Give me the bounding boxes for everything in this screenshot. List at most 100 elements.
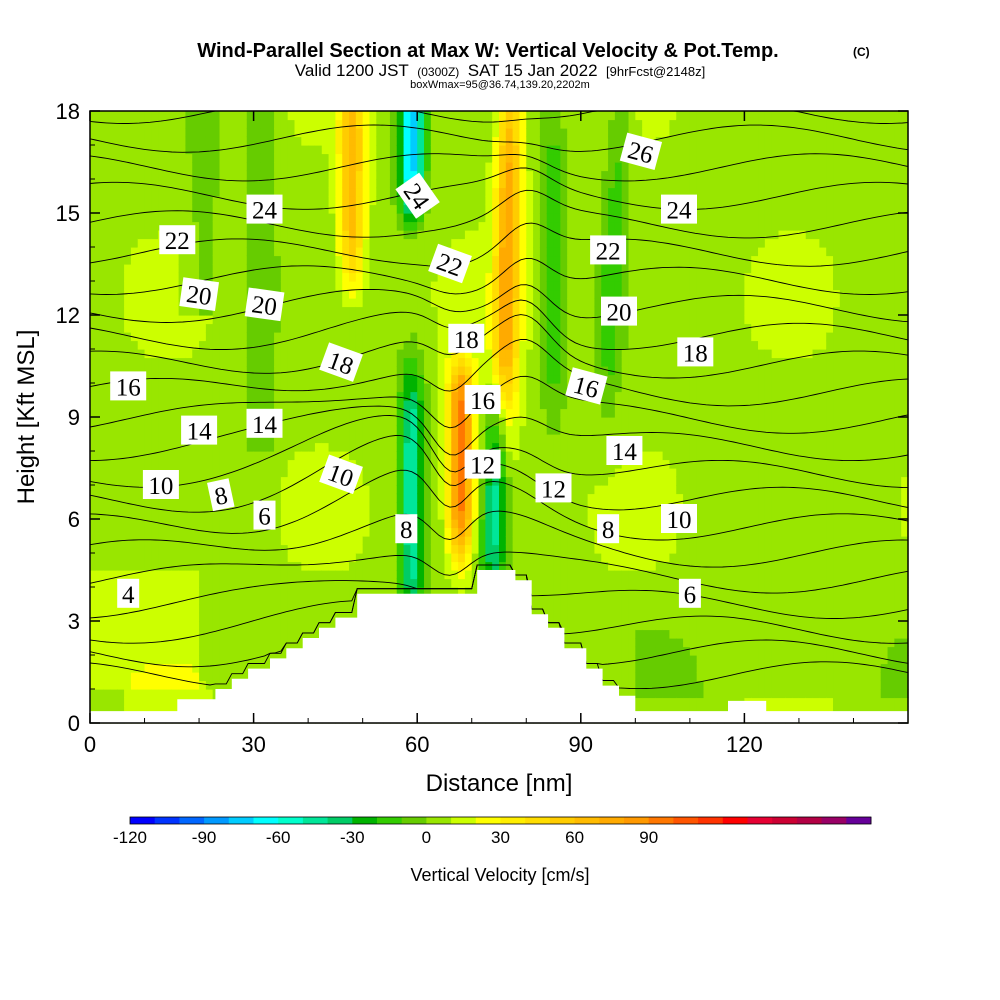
heatmap-cell	[403, 213, 411, 223]
heatmap-cell	[451, 196, 459, 206]
heatmap-cell	[526, 349, 534, 359]
heatmap-cell	[526, 128, 534, 138]
heatmap-cell	[437, 204, 446, 214]
heatmap-cell	[199, 510, 207, 520]
heatmap-cell	[267, 544, 275, 554]
heatmap-cell	[124, 306, 132, 316]
heatmap-cell	[246, 221, 255, 231]
heatmap-cell	[424, 519, 432, 529]
heatmap-cell	[199, 374, 207, 384]
heatmap-cell	[403, 289, 411, 299]
heatmap-cell	[430, 306, 439, 316]
heatmap-cell	[280, 646, 289, 656]
heatmap-cell	[546, 442, 555, 452]
heatmap-cell	[205, 221, 214, 231]
heatmap-cell	[178, 578, 187, 588]
heatmap-cell	[253, 468, 262, 478]
heatmap-cell	[519, 153, 527, 163]
heatmap-cell	[117, 255, 125, 265]
heatmap-cell	[158, 442, 166, 452]
heatmap-cell	[464, 111, 473, 121]
heatmap-cell	[369, 179, 377, 189]
heatmap-cell	[430, 459, 439, 469]
heatmap-cell	[239, 315, 248, 325]
heatmap-cell	[383, 170, 391, 180]
heatmap-cell	[151, 672, 159, 682]
heatmap-cell	[546, 128, 555, 138]
heatmap-cell	[492, 119, 500, 129]
heatmap-cell	[478, 136, 486, 146]
heatmap-cell	[526, 544, 534, 554]
heatmap-cell	[233, 510, 241, 520]
heatmap-cell	[192, 111, 200, 121]
heatmap-cell	[205, 383, 214, 393]
heatmap-cell	[274, 459, 282, 469]
heatmap-cell	[328, 289, 336, 299]
heatmap-cell	[464, 485, 473, 495]
heatmap-cell	[355, 306, 364, 316]
heatmap-cell	[287, 519, 296, 529]
heatmap-cell	[96, 680, 105, 690]
heatmap-cell	[308, 468, 316, 478]
heatmap-cell	[137, 128, 146, 138]
heatmap-cell	[321, 332, 330, 342]
heatmap-cell	[96, 425, 105, 435]
heatmap-cell	[410, 323, 418, 333]
heatmap-cell	[239, 119, 248, 129]
heatmap-cell	[464, 349, 473, 359]
heatmap-cell	[103, 230, 112, 240]
heatmap-cell	[233, 315, 241, 325]
heatmap-cell	[294, 383, 302, 393]
heatmap-cell	[287, 340, 296, 350]
heatmap-cell	[505, 408, 514, 418]
heatmap-cell	[321, 383, 330, 393]
heatmap-cell	[158, 655, 166, 665]
heatmap-cell	[301, 502, 309, 512]
heatmap-cell	[376, 527, 384, 537]
heatmap-cell	[253, 663, 262, 673]
heatmap-cell	[410, 485, 418, 495]
heatmap-cell	[124, 221, 132, 231]
heatmap-cell	[430, 527, 439, 537]
heatmap-cell	[328, 451, 336, 461]
heatmap-cell	[328, 493, 336, 503]
heatmap-cell	[512, 485, 521, 495]
heatmap-cell	[376, 298, 384, 308]
heatmap-cell	[362, 298, 371, 308]
heatmap-cell	[110, 230, 118, 240]
heatmap-cell	[410, 366, 418, 376]
heatmap-cell	[117, 612, 125, 622]
heatmap-cell	[253, 332, 262, 342]
heatmap-cell	[90, 264, 98, 274]
heatmap-cell	[171, 578, 180, 588]
heatmap-cell	[171, 111, 180, 121]
heatmap-cell	[533, 468, 541, 478]
heatmap-cell	[539, 145, 548, 155]
heatmap-cell	[124, 136, 132, 146]
heatmap-cell	[226, 595, 234, 605]
heatmap-cell	[280, 612, 289, 622]
heatmap-cell	[512, 561, 521, 571]
heatmap-cell	[144, 442, 152, 452]
heatmap-cell	[280, 451, 289, 461]
heatmap-cell	[355, 417, 364, 427]
heatmap-cell	[349, 510, 357, 520]
heatmap-cell	[110, 272, 118, 282]
heatmap-cell	[178, 408, 187, 418]
heatmap-cell	[158, 187, 166, 197]
heatmap-cell	[499, 459, 507, 469]
heatmap-cell	[314, 536, 323, 546]
heatmap-cell	[90, 510, 98, 520]
heatmap-cell	[369, 204, 377, 214]
heatmap-cell	[124, 527, 132, 537]
heatmap-cell	[130, 502, 139, 512]
heatmap-cell	[130, 544, 139, 554]
heatmap-cell	[205, 255, 214, 265]
heatmap-cell	[328, 536, 336, 546]
heatmap-cell	[369, 510, 377, 520]
heatmap-cell	[267, 366, 275, 376]
heatmap-cell	[321, 298, 330, 308]
heatmap-cell	[192, 366, 200, 376]
heatmap-cell	[144, 221, 152, 231]
heatmap-cell	[451, 434, 459, 444]
